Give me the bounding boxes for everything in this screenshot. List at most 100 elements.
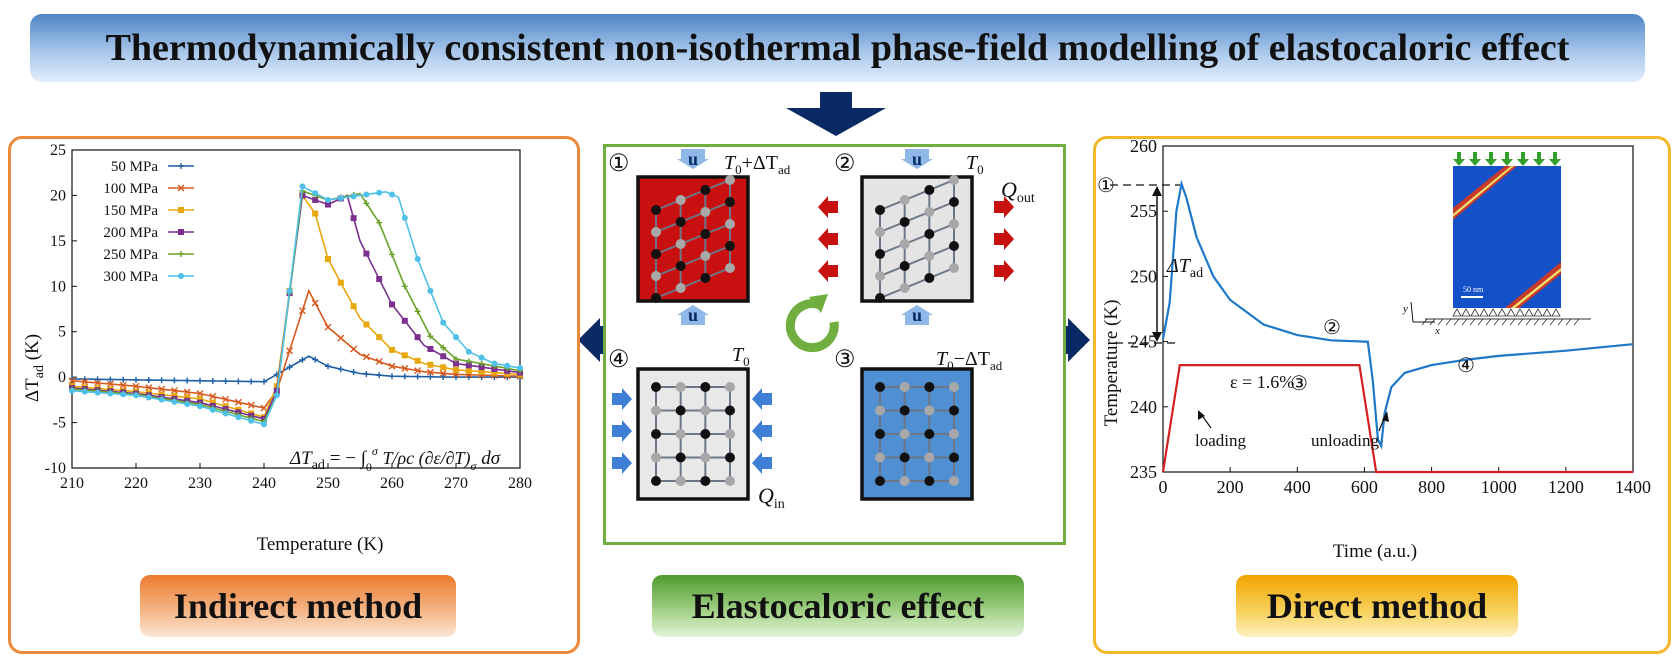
indirect-series-marker: [197, 377, 203, 384]
indirect-series-marker: [478, 354, 485, 361]
indirect-series-marker: [261, 378, 267, 385]
indirect-series-marker: [426, 368, 434, 376]
indirect-series-marker: [414, 308, 421, 315]
indirect-series-marker: [376, 219, 383, 226]
stage4-number: ④: [608, 347, 630, 373]
direct-x-tick: 400: [1284, 477, 1311, 497]
indirect-y-tick: 10: [50, 278, 66, 295]
indirect-series-marker: [414, 367, 422, 375]
indirect-series-marker: [247, 401, 255, 409]
indirect-chart-axes: 210 220 230 240 250 260 270 280 -10 -5 0 5 10 15 20 25: [45, 142, 532, 492]
svg-text:u: u: [688, 305, 698, 325]
svg-text:u: u: [912, 149, 922, 169]
indirect-series-marker: [363, 250, 370, 257]
stage1-label: T0+ΔTad: [724, 152, 791, 177]
indirect-series-marker: [298, 307, 306, 315]
indirect-series-marker: [440, 319, 447, 326]
indirect-series-marker: [350, 369, 357, 376]
direct-x-tick: 1400: [1615, 477, 1651, 497]
indirect-series-marker: [491, 360, 498, 367]
heat-arrow-icon: [752, 388, 772, 410]
stage3-crystal: [860, 367, 974, 501]
legend-marker: [178, 273, 184, 279]
direct-annotations: ΔTad ε = 1.6% loading unloading ① ② ③ ④: [1097, 175, 1475, 450]
indirect-series-marker: [427, 333, 434, 340]
stage4-crystal: [636, 367, 750, 501]
indirect-series-marker: [465, 362, 472, 369]
indirect-plot-frame: [71, 149, 521, 469]
indirect-series-marker: [171, 377, 178, 384]
elastocaloric-effect-text: Elastocaloric effect: [691, 586, 985, 626]
heat-arrow-icon: [818, 196, 838, 218]
indirect-series-marker: [209, 392, 217, 400]
indirect-y-tick: 5: [58, 324, 66, 341]
inset-band-lower: [1505, 262, 1561, 308]
stage-marker-1: ①: [1097, 175, 1115, 197]
indirect-series-marker: [119, 381, 127, 389]
down-arrow-icon: [786, 92, 886, 136]
indirect-chart-legend: 50 MPa 100 MPa 150 MPa 200 MPa 250 MPa 300 MP…: [103, 159, 194, 285]
heat-arrow-icon: [994, 228, 1014, 250]
load-arrow-icon: u: [677, 305, 709, 325]
indirect-series-marker: [145, 384, 153, 392]
stage3-number: ③: [834, 347, 856, 373]
indirect-series-marker: [68, 377, 76, 385]
indirect-y-tick: 0: [58, 369, 66, 386]
indirect-series-marker: [440, 373, 447, 380]
stage4-label: T0: [732, 344, 750, 369]
indirect-series-line: [71, 288, 521, 409]
stage2-number: ②: [834, 151, 856, 177]
indirect-series-marker: [376, 276, 383, 283]
indirect-series-marker: [389, 301, 395, 308]
left-arrow-icon: [578, 318, 606, 362]
indirect-series-marker: [478, 364, 485, 371]
indirect-series-marker: [401, 364, 409, 372]
indirect-series-marker: [362, 353, 370, 361]
indirect-method-panel: [8, 136, 580, 654]
indirect-x-tick: 250: [316, 475, 340, 492]
direct-method-label: Direct method: [1236, 575, 1518, 637]
indirect-x-tick: 280: [508, 475, 532, 492]
indirect-series-marker: [299, 183, 306, 190]
indirect-series-marker: [389, 373, 395, 380]
indirect-x-axis-label: Temperature (K): [257, 534, 384, 555]
stage-marker-2: ②: [1323, 317, 1341, 339]
temperature-curve: [1161, 179, 1634, 450]
load-arrows: u u u u: [677, 149, 933, 325]
indirect-series-marker: [145, 394, 152, 401]
indirect-series-marker: [106, 380, 114, 388]
direct-method-text: Direct method: [1266, 586, 1488, 626]
indirect-series-marker: [324, 323, 332, 331]
direct-x-axis-label: Time (a.u.): [1333, 541, 1417, 562]
indirect-y-tick: -5: [53, 415, 66, 432]
indirect-series-marker: [81, 378, 89, 386]
heat-arrow-icon: [994, 260, 1014, 282]
legend-marker: [177, 184, 185, 192]
indirect-series-marker: [158, 385, 166, 393]
indirect-series-marker: [439, 369, 447, 377]
heat-arrow-icon: [752, 452, 772, 474]
direct-method-panel: [1093, 136, 1671, 654]
indirect-series-marker: [440, 344, 447, 351]
indirect-series-marker: [183, 388, 191, 396]
indirect-series-marker: [235, 414, 242, 421]
indirect-series-marker: [235, 378, 242, 385]
indirect-series-marker: [427, 287, 434, 294]
inset-axis-y: y: [1402, 303, 1408, 315]
load-arrows-icon: [1453, 152, 1561, 166]
indirect-series-marker: [234, 398, 242, 406]
direct-y-tick: 240: [1130, 397, 1157, 417]
indirect-series-marker: [427, 345, 434, 352]
loading-label: loading: [1195, 431, 1246, 450]
cycle-arrow-icon: [785, 294, 839, 353]
direct-x-tick: 0: [1159, 477, 1168, 497]
indirect-series-marker: [401, 317, 408, 324]
indirect-series-marker: [311, 299, 319, 307]
indirect-series-marker: [325, 201, 331, 208]
stage4-heat: Qin: [758, 483, 785, 512]
direct-y-tick: 255: [1130, 201, 1157, 221]
indirect-series-marker: [337, 195, 344, 202]
indirect-series-marker: [350, 193, 357, 200]
indirect-series-marker: [376, 189, 383, 196]
